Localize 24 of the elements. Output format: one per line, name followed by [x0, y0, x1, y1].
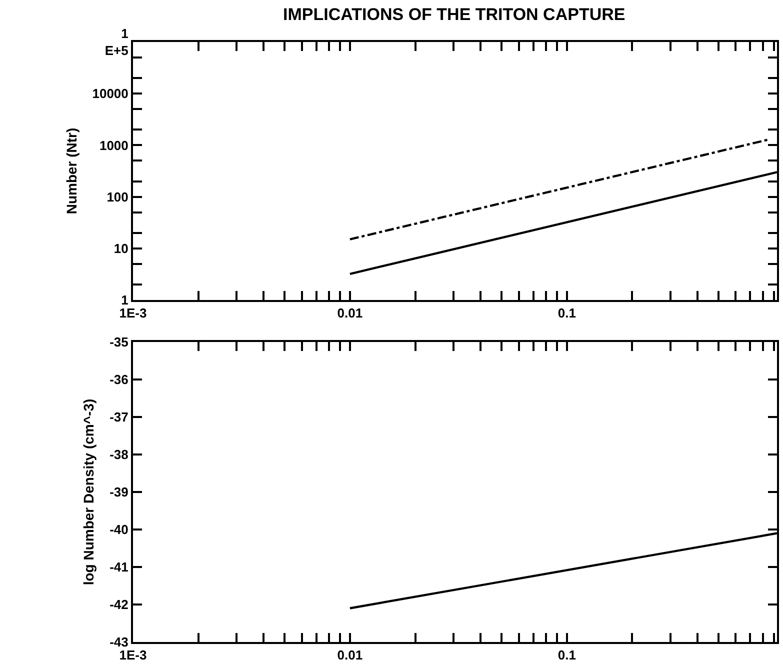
y-tick-label: 10000 [92, 86, 128, 102]
x-tick-label: 0.1 [558, 306, 576, 321]
y-tick-label: 1 E+5 [104, 26, 128, 58]
y-tick-label: -39 [110, 484, 128, 500]
x-tick-label: 0.1 [558, 648, 576, 663]
y-tick-label: -42 [110, 597, 128, 612]
y-tick-label: 1000 [99, 138, 128, 153]
x-tick-label: 1E-3 [119, 306, 147, 321]
chart-title: IMPLICATIONS OF THE TRITON CAPTURE [283, 5, 626, 24]
y-tick-label: -41 [110, 560, 128, 575]
y-tick-label: 10 [114, 240, 128, 256]
y-tick-label: -43 [110, 634, 128, 650]
y-tick-label: -36 [110, 372, 128, 388]
y-tick-label: -35 [110, 334, 128, 350]
y-axis-title: log Number Density (cm^-3) [80, 398, 97, 586]
y-tick-label: 100 [106, 189, 128, 204]
y-tick-label: -37 [110, 410, 128, 425]
y-tick-label: -38 [110, 447, 128, 462]
y-axis-title: Number (Ntr) [63, 128, 80, 214]
x-tick-label: 0.01 [337, 648, 363, 663]
y-tick-label: 1 [121, 292, 128, 308]
x-tick-label: 1E-3 [119, 648, 147, 663]
x-tick-label: 0.01 [337, 306, 363, 321]
y-tick-label: -40 [110, 522, 128, 538]
